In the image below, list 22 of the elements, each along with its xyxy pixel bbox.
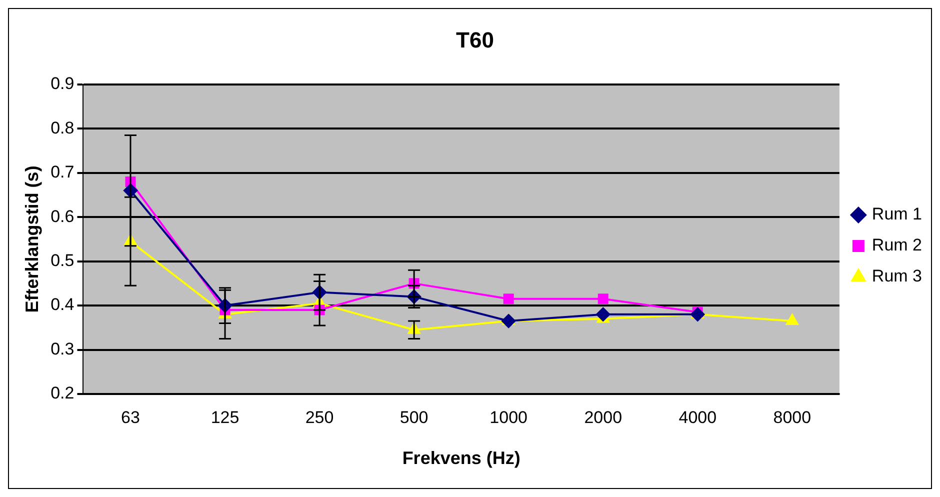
x-tick-label: 1000 xyxy=(490,408,528,427)
y-tick-label: 0.9 xyxy=(50,74,74,94)
y-tick-label: 0.6 xyxy=(50,206,74,226)
x-tick-label: 2000 xyxy=(584,408,622,427)
y-tick-label: 0.4 xyxy=(50,295,74,314)
x-tick-label: 63 xyxy=(121,408,140,427)
legend-label: Rum 2 xyxy=(872,236,922,255)
y-tick-label: 0.8 xyxy=(50,118,74,138)
x-tick-label: 250 xyxy=(305,408,334,427)
x-tick-label: 125 xyxy=(210,408,240,427)
x-axis-title: Frekvens (Hz) xyxy=(402,448,520,468)
y-tick-label: 0.5 xyxy=(50,251,74,270)
legend-label: Rum 3 xyxy=(872,266,922,286)
x-tick-label: 500 xyxy=(400,408,428,427)
chart-title: T60 xyxy=(456,27,494,52)
x-tick-label: 4000 xyxy=(678,408,717,427)
y-axis-title: Efterklangstid (s) xyxy=(22,166,42,313)
y-tick-label: 0.2 xyxy=(50,384,74,403)
legend-label: Rum 1 xyxy=(872,204,922,224)
x-tick-label: 8000 xyxy=(773,408,812,427)
y-tick-label: 0.3 xyxy=(50,339,74,358)
y-tick-label: 0.7 xyxy=(50,162,74,182)
